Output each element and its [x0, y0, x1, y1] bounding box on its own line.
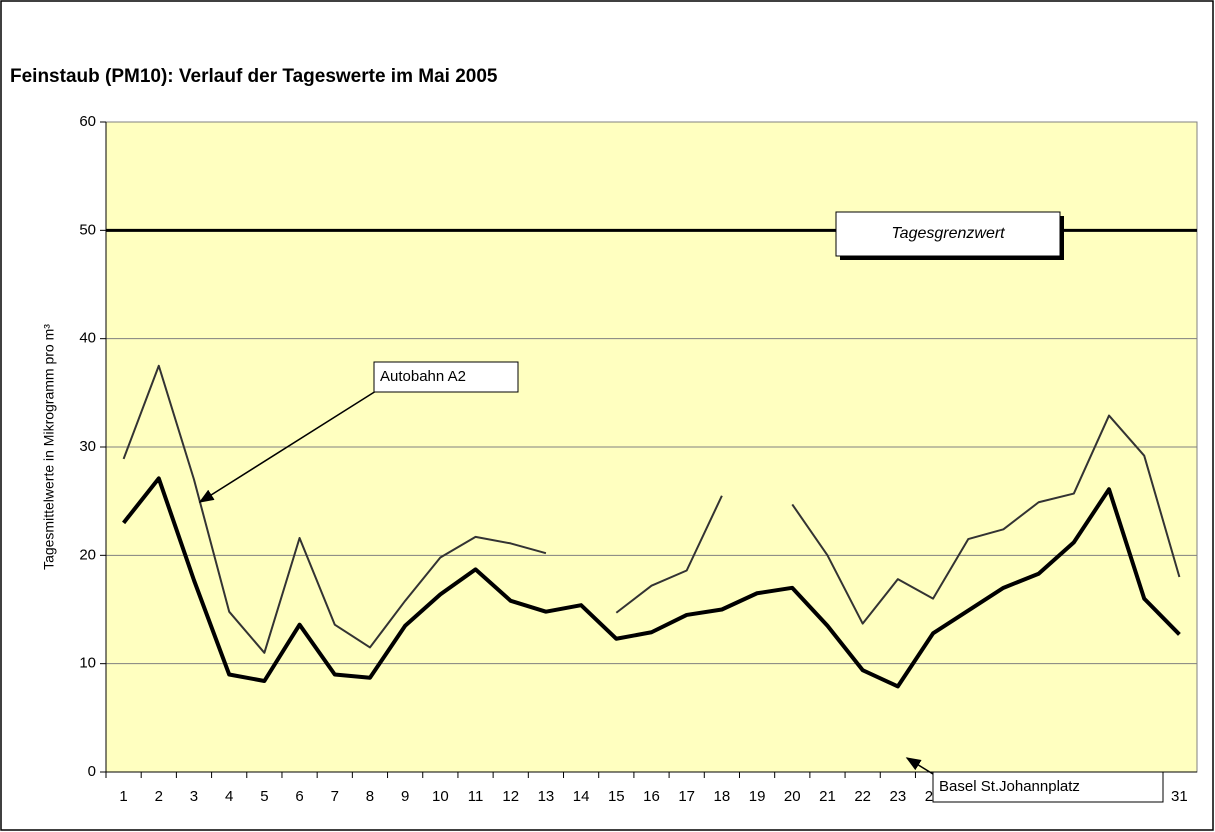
threshold-box	[835, 211, 1061, 257]
series-label: Basel St.Johannplatz	[939, 778, 1080, 795]
x-tick-label: 1	[119, 788, 127, 805]
x-tick-label: 20	[784, 788, 801, 805]
annotation-arrow	[198, 390, 377, 503]
x-tick-label: 11	[468, 788, 484, 805]
x-tick-label: 7	[331, 788, 339, 805]
x-tick-label: 21	[819, 788, 836, 805]
x-tick-label: 3	[190, 788, 198, 805]
x-tick-label: 16	[643, 788, 660, 805]
y-tick-label: 60	[79, 113, 96, 130]
x-tick-label: 18	[714, 788, 731, 805]
x-tick-label: 13	[538, 788, 555, 805]
y-tick-label: 40	[79, 330, 96, 347]
y-tick-label: 50	[79, 221, 96, 238]
series-line	[122, 364, 1181, 654]
x-tick-label: 9	[401, 788, 409, 805]
y-tick-label: 30	[79, 438, 96, 455]
x-tick-label: 19	[749, 788, 766, 805]
y-tick-label: 0	[88, 763, 96, 780]
series-line	[122, 476, 1181, 689]
x-tick-label: 17	[678, 788, 695, 805]
x-tick-label: 8	[366, 788, 374, 805]
chart-title: Feinstaub (PM10): Verlauf der Tageswerte…	[10, 66, 498, 87]
x-tick-label: 31	[1171, 788, 1188, 805]
threshold-label: Tagesgrenzwert	[891, 225, 1005, 242]
y-tick-label: 10	[79, 655, 96, 672]
annotation-box	[932, 771, 1164, 803]
x-tick-label: 2	[155, 788, 163, 805]
annotation-box	[373, 361, 519, 393]
x-tick-label: 10	[432, 788, 449, 805]
x-tick-label: 22	[854, 788, 871, 805]
y-tick-label: 20	[79, 546, 96, 563]
y-axis-label: Tagesmittelwerte in Mikrogramm pro m³	[41, 324, 57, 570]
annotation-arrow	[905, 757, 934, 775]
x-tick-label: 14	[573, 788, 590, 805]
x-tick-label: 5	[260, 788, 268, 805]
x-tick-label: 15	[608, 788, 625, 805]
x-tick-label: 4	[225, 788, 233, 805]
series-label: Autobahn A2	[380, 368, 466, 385]
x-tick-label: 6	[295, 788, 303, 805]
x-tick-label: 12	[502, 788, 519, 805]
x-tick-label: 23	[890, 788, 907, 805]
